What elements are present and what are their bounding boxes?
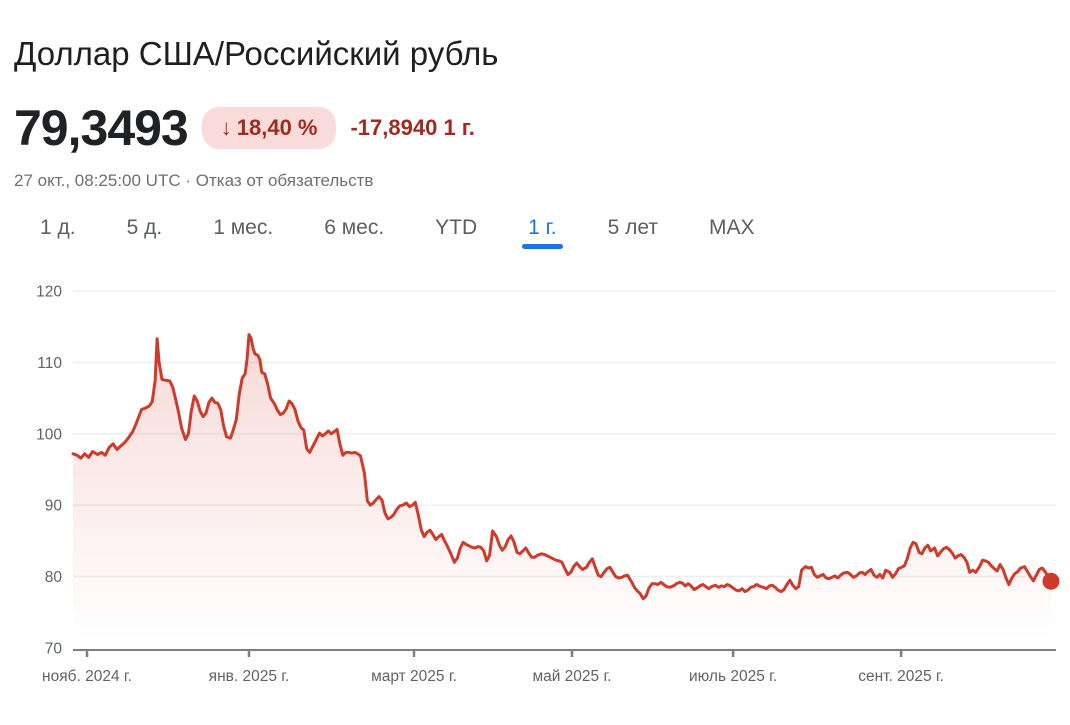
time-range-tabs: 1 д. 5 д. 1 мес. 6 мес. YTD 1 г. 5 лет MAX	[40, 216, 755, 249]
x-axis-label-4: июль 2025 г.	[689, 668, 777, 685]
tab-1-мес[interactable]: 1 мес.	[213, 216, 274, 239]
change-percent: 18,40 %	[236, 115, 318, 140]
page-title: Доллар США/Российский рубль	[14, 35, 499, 73]
separator-dot: ·	[185, 171, 192, 190]
change-badge: ↓ 18,40 %	[201, 107, 337, 149]
y-axis-label-80: 80	[45, 569, 63, 586]
x-axis-label-5: сент. 2025 г.	[858, 668, 944, 685]
x-axis-label-0: нояб. 2024 г.	[42, 668, 132, 685]
tab-1-д[interactable]: 1 д.	[40, 216, 76, 239]
arrow-down-icon: ↓	[220, 115, 232, 140]
tab-6-мес[interactable]: 6 мес.	[324, 216, 385, 239]
tab-max[interactable]: MAX	[708, 216, 755, 239]
tab-ytd[interactable]: YTD	[435, 216, 478, 239]
timestamp: 27 окт., 08:25:00 UTC	[14, 171, 181, 190]
y-axis-label-90: 90	[45, 498, 63, 515]
active-tab-underline	[522, 244, 563, 249]
y-axis-label-100: 100	[36, 426, 62, 443]
x-axis-label-1: янв. 2025 г.	[209, 668, 290, 685]
tab-5-лет[interactable]: 5 лет	[607, 216, 658, 239]
area-fill	[73, 334, 1051, 648]
current-price: 79,3493	[14, 100, 189, 156]
price-row: 79,3493 ↓ 18,40 % -17,8940 1 г.	[14, 100, 475, 156]
y-axis-label-120: 120	[36, 284, 62, 301]
disclaimer-link[interactable]: Отказ от обязательств	[195, 171, 374, 190]
latest-price-dot	[1042, 572, 1060, 590]
timestamp-line: 27 окт., 08:25:00 UTC · Отказ от обязате…	[14, 171, 373, 191]
tab-1-г[interactable]: 1 г.	[522, 216, 563, 249]
change-absolute: -17,8940 1 г.	[350, 115, 475, 140]
y-axis-label-110: 110	[37, 355, 62, 372]
x-axis-label-3: май 2025 г.	[532, 668, 611, 685]
price-line	[71, 333, 1053, 601]
tab-5-д[interactable]: 5 д.	[126, 216, 163, 239]
y-axis-label-70: 70	[45, 641, 63, 658]
x-axis-label-2: март 2025 г.	[371, 668, 457, 685]
